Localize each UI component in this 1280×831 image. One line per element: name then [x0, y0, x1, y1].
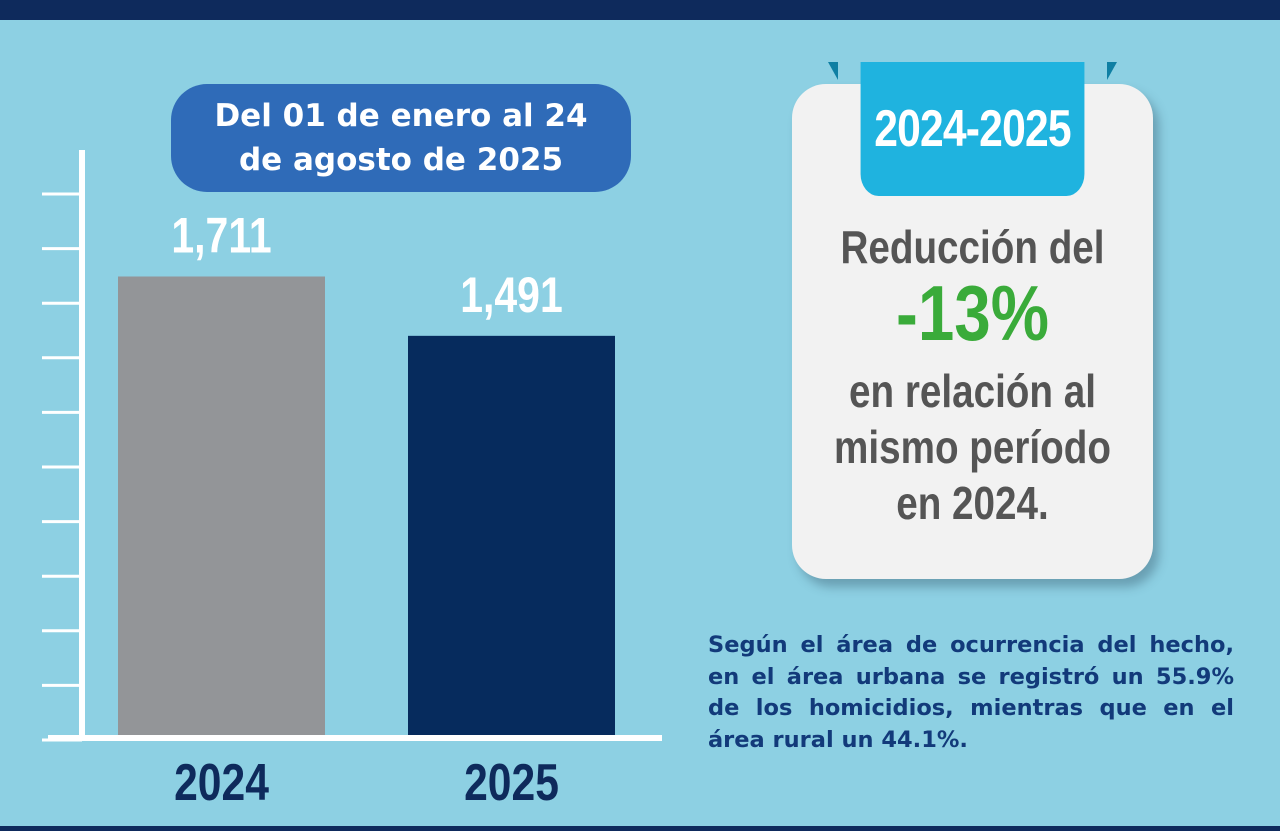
bar-2025: [408, 335, 615, 735]
bottom-bar: [0, 826, 1280, 831]
relation-line-2: mismo período: [834, 421, 1111, 473]
area-note: Según el área de ocurrencia del hecho, e…: [708, 632, 1234, 753]
reduction-percent: -13%: [896, 269, 1049, 357]
reduction-label: Reducción del: [840, 221, 1105, 273]
ribbon-fold-right: [1107, 62, 1117, 80]
period-ribbon: 2024-2025: [860, 62, 1085, 196]
value-label-2024: 1,711: [171, 208, 271, 264]
date-range-pill: Del 01 de enero al 24 de agosto de 2025: [171, 84, 631, 192]
top-bar: [0, 0, 1280, 20]
relation-line-3: en 2024.: [896, 477, 1049, 529]
chart-axis: [42, 150, 662, 742]
category-label-2025: 2025: [464, 754, 559, 812]
value-label-2025: 1,491: [460, 267, 563, 323]
category-label-2024: 2024: [174, 754, 269, 812]
ribbon-fold-left: [828, 62, 838, 80]
chart-bars: 1,711 2024 1,491 2025: [118, 208, 615, 812]
bar-2024: [118, 276, 325, 735]
relation-line-1: en relación al: [849, 365, 1096, 417]
bar-chart: 1,711 2024 1,491 2025: [42, 150, 662, 812]
